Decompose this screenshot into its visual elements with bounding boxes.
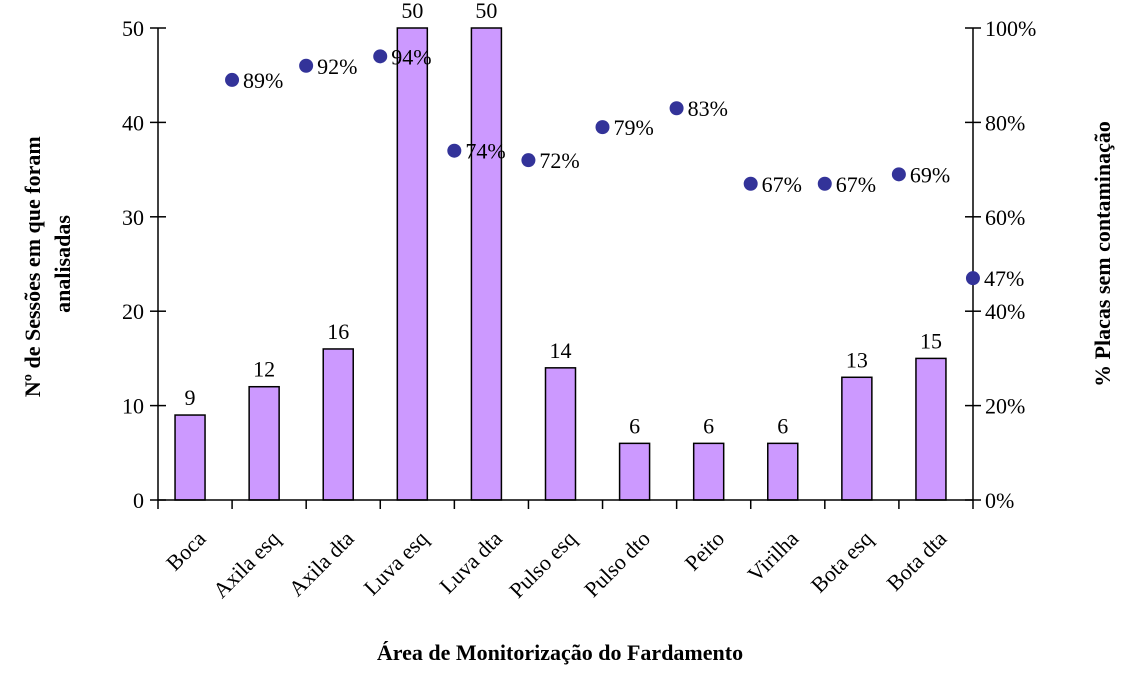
percent-point — [595, 120, 610, 135]
x-tick-label: Pulso dto — [579, 526, 655, 602]
x-tick-label: Luva esq — [359, 526, 433, 600]
bar — [322, 348, 354, 501]
x-tick-label: Pulso esq — [504, 526, 581, 603]
percent-value-label: 72% — [539, 148, 579, 173]
y2-tick-label: 0% — [985, 488, 1014, 513]
y-axis-title-line-1: Nº de Sessões em que foram — [20, 136, 45, 397]
bar — [767, 442, 799, 501]
bar — [544, 367, 577, 501]
percent-value-label: 79% — [614, 115, 654, 140]
percent-value-label: 74% — [465, 139, 505, 164]
bar-value-label: 12 — [253, 357, 275, 382]
bar-value-label: 6 — [703, 413, 714, 438]
bar-value-label: 16 — [327, 319, 349, 344]
bar — [174, 414, 206, 501]
percent-value-label: 83% — [688, 96, 728, 121]
percent-point — [299, 58, 314, 73]
x-tick-label: Bota dta — [882, 526, 952, 596]
points-layer — [225, 49, 980, 286]
y2-tick-label: 60% — [985, 205, 1025, 230]
y-tick-label: 40 — [122, 110, 144, 135]
percent-point — [891, 167, 906, 182]
bar — [396, 27, 429, 501]
y-axis-title: Nº de Sessões em que foram analisadas — [20, 131, 75, 397]
y-tick-label: 20 — [122, 299, 144, 324]
percent-value-label: 89% — [243, 68, 283, 93]
x-tick-label: Bota esq — [806, 526, 878, 598]
x-tick-label: Peito — [680, 526, 730, 576]
y-axis-title-line-2: analisadas — [50, 215, 75, 313]
percent-point — [447, 143, 462, 158]
y-tick-label: 50 — [122, 16, 144, 41]
percent-value-label: 94% — [391, 44, 431, 69]
labels-layer: 9 12 16 50 50 14 6 6 6 13 15 89% 92% 94% 74% 72% 79% 83% 6… — [185, 0, 1025, 438]
y-tick-label: 10 — [122, 394, 144, 419]
x-tick-label: Luva dta — [434, 526, 507, 599]
percent-point — [669, 101, 684, 116]
y2-axis-title: % Placas sem contaminação — [1090, 121, 1115, 387]
percent-value-label: 47% — [984, 266, 1024, 291]
y-tick-label: 0 — [133, 488, 144, 513]
x-tick-label: Axila dta — [284, 526, 359, 601]
percent-point — [965, 271, 980, 286]
bar — [915, 357, 947, 501]
bar-value-label: 6 — [629, 413, 640, 438]
percent-value-label: 69% — [910, 162, 950, 187]
y2-tick-label: 100% — [985, 16, 1036, 41]
bar-value-label: 15 — [920, 328, 942, 353]
x-tick-label: Boca — [161, 526, 211, 576]
bar — [618, 442, 651, 501]
y2-tick-label: 40% — [985, 299, 1025, 324]
percent-point — [225, 72, 240, 87]
bar-value-label: 14 — [550, 338, 572, 363]
bar — [692, 442, 725, 501]
bar — [248, 385, 280, 501]
y2-tick-label: 20% — [985, 394, 1025, 419]
bar — [841, 376, 873, 501]
bar-value-label: 6 — [777, 413, 788, 438]
percent-value-label: 92% — [317, 54, 357, 79]
bar — [470, 27, 503, 501]
y2-tick-label: 80% — [985, 110, 1025, 135]
bars-layer — [174, 27, 947, 501]
bar-value-label: 13 — [846, 347, 868, 372]
bar-value-label: 50 — [401, 0, 423, 23]
x-axis-title: Área de Monitorização do Fardamento — [377, 640, 743, 665]
x-tick-label: Virilha — [742, 526, 803, 587]
percent-point — [743, 176, 758, 191]
percent-point — [373, 49, 388, 64]
bar-value-label: 50 — [475, 0, 497, 23]
percent-value-label: 67% — [762, 172, 802, 197]
percent-point — [521, 153, 536, 168]
percent-value-label: 67% — [836, 172, 876, 197]
bar-value-label: 9 — [185, 385, 196, 410]
percent-point — [817, 176, 832, 191]
x-tick-label: Axila esq — [208, 526, 285, 603]
y-tick-label: 30 — [122, 205, 144, 230]
